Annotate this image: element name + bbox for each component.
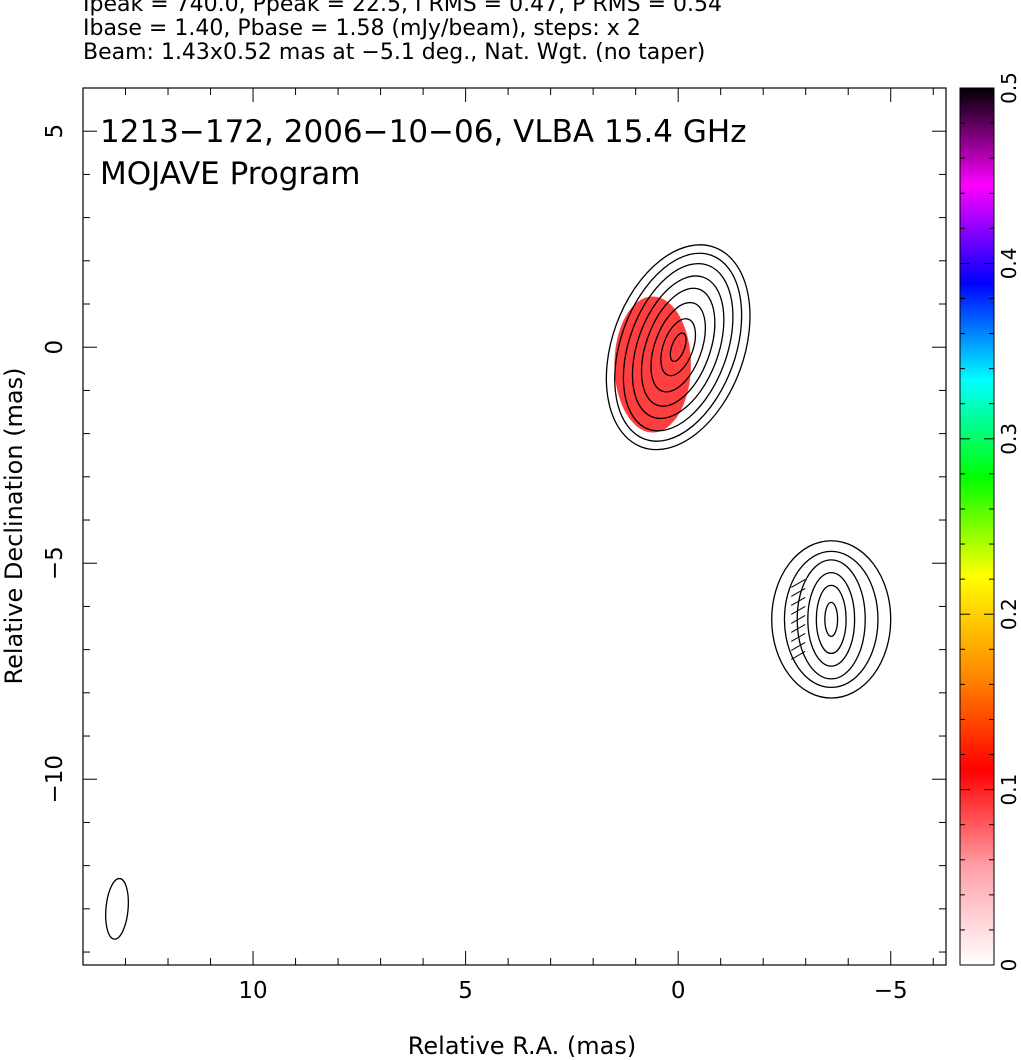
jet-component-contour [783,550,879,689]
core-contour [650,301,706,393]
evpa-tick [790,578,806,588]
evpa-tick [790,623,806,633]
x-axis-label: Relative R.A. (mas) [408,1032,636,1060]
y-tick-label: −10 [42,755,68,804]
colorbar-tick-label: 0.1 [997,774,1021,806]
evpa-tick [790,650,806,660]
y-tick-label: 5 [42,124,68,139]
y-axis-label: Relative Declination (mas) [0,367,28,684]
core-contour [640,287,716,407]
jet-component-contour [771,540,892,699]
jet-component-contour [796,559,866,680]
colorbar-tick-label: 0.5 [997,72,1021,104]
evpa-tick [790,596,806,606]
chart-subtitle: MOJAVE Program [100,156,360,192]
header-line-1: Ipeak = 740.0, Ppeak = 22.5, I RMS = 0.4… [83,0,722,17]
jet-component-contour [815,584,847,655]
core-contour [631,275,725,420]
y-tick-label: 0 [42,340,68,355]
chart-title: 1213−172, 2006−10−06, VLBA 15.4 GHz [100,114,746,150]
evpa-tick [790,632,806,642]
x-tick-label: −5 [874,978,908,1004]
x-tick-label: 0 [671,978,686,1004]
axis-labels: 10 5 0 −5 5 0 −5 −10 [42,124,908,1004]
colorbar [959,87,995,966]
plot-content [105,244,892,940]
plot-frame [82,87,947,966]
evpa-tick [790,605,806,615]
core-contour [660,318,697,377]
core-contour [622,262,734,432]
x-tick-label: 10 [238,978,267,1004]
evpa-tick [790,587,806,597]
jet-component-contour [824,601,839,638]
colorbar-tick-label: 0 [997,959,1021,972]
colorbar-ticks: 0 0.1 0.2 0.3 0.4 0.5 [960,72,1021,971]
header-line-2: Ibase = 1.40, Pbase = 1.58 (mJy/beam), s… [83,16,641,41]
core-contour [669,332,687,363]
core-contour [614,252,743,442]
core-contour [605,244,751,451]
y-tick-label: −5 [42,546,68,580]
evpa-tick [790,641,806,651]
x-tick-label: 5 [458,978,473,1004]
jet-component-contour [807,571,856,667]
colorbar-tick-label: 0.4 [997,247,1021,279]
axis-ticks [83,87,946,965]
beam-ellipse [105,877,129,940]
evpa-tick [790,614,806,624]
colorbar-tick-label: 0.3 [997,423,1021,455]
colorbar-tick-label: 0.2 [997,598,1021,630]
polarization-fraction-patch [614,296,691,433]
header-line-3: Beam: 1.43x0.52 mas at −5.1 deg., Nat. W… [83,40,706,65]
